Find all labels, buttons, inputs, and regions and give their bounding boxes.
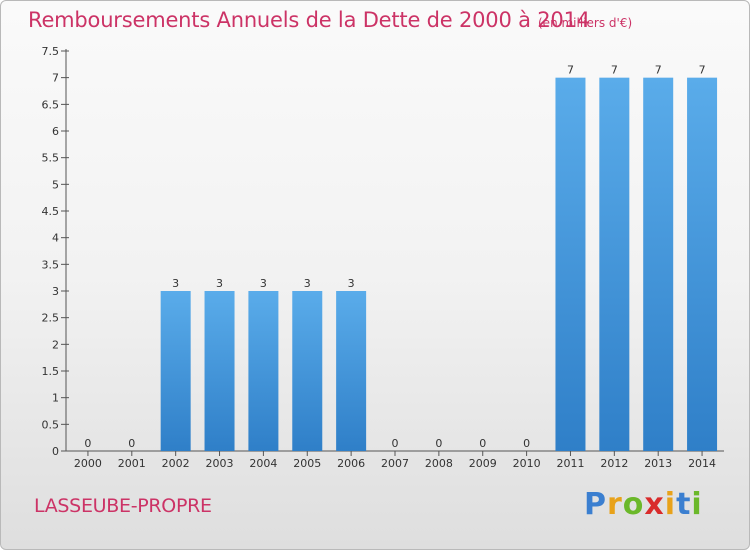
x-tick-label: 2005 [293,457,321,470]
x-tick-label: 2011 [556,457,584,470]
x-tick-label: 2012 [600,457,628,470]
x-tick-label: 2013 [644,457,672,470]
data-label: 0 [392,437,399,450]
bar [336,291,367,451]
bar [204,291,235,451]
data-label: 0 [435,437,442,450]
y-tick-label: 4 [52,232,59,245]
data-label: 0 [479,437,486,450]
bar [248,291,279,451]
x-tick-label: 2006 [337,457,365,470]
data-label: 3 [304,277,311,290]
bar [599,77,630,452]
data-label: 3 [260,277,267,290]
y-tick-label: 1.5 [42,365,60,378]
logo-letter: r [607,487,623,522]
data-label: 3 [216,277,223,290]
bar [687,77,718,452]
y-tick-label: 7 [52,72,59,85]
x-tick-label: 2014 [688,457,716,470]
chart-title: Remboursements Annuels de la Dette de 20… [28,8,590,32]
logo-letter: x [644,487,665,522]
y-tick-label: 2.5 [42,312,60,325]
x-tick-label: 2009 [469,457,497,470]
bar [555,77,586,452]
logo-letter: i [691,487,703,522]
y-tick-label: 4.5 [42,205,60,218]
x-tick-label: 2002 [162,457,190,470]
data-label: 0 [84,437,91,450]
x-tick-label: 2003 [206,457,234,470]
y-tick-label: 6.5 [42,98,60,111]
logo-letter: o [622,487,645,522]
y-tick-label: 5 [52,178,59,191]
logo-letter: t [676,487,692,522]
y-tick-label: 5.5 [42,152,60,165]
x-tick-label: 2008 [425,457,453,470]
y-tick-label: 0.5 [42,418,60,431]
data-label: 7 [567,64,574,77]
y-tick-label: 3 [52,285,59,298]
chart-subtitle: (en milliers d'€) [538,16,633,30]
data-label: 0 [128,437,135,450]
y-tick-label: 6 [52,125,59,138]
data-label: 7 [699,64,706,77]
data-label: 7 [655,64,662,77]
data-label: 0 [523,437,530,450]
bar [292,291,323,451]
place-name: LASSEUBE-PROPRE [34,495,212,517]
logo-letter: i [664,487,677,522]
data-label: 7 [611,64,618,77]
bar [643,77,674,452]
x-tick-label: 2010 [513,457,541,470]
logo-letter: P [584,487,607,522]
x-tick-label: 2004 [249,457,277,470]
y-tick-label: 7.5 [42,45,60,58]
proxiti-logo: Proxiti [584,487,703,522]
bar [160,291,191,451]
y-tick-label: 0 [52,445,59,458]
data-label: 3 [348,277,355,290]
data-label: 3 [172,277,179,290]
x-tick-label: 2000 [74,457,102,470]
y-tick-label: 2 [52,338,59,351]
x-tick-label: 2001 [118,457,146,470]
y-tick-label: 1 [52,392,59,405]
y-tick-label: 3.5 [42,258,60,271]
x-tick-label: 2007 [381,457,409,470]
